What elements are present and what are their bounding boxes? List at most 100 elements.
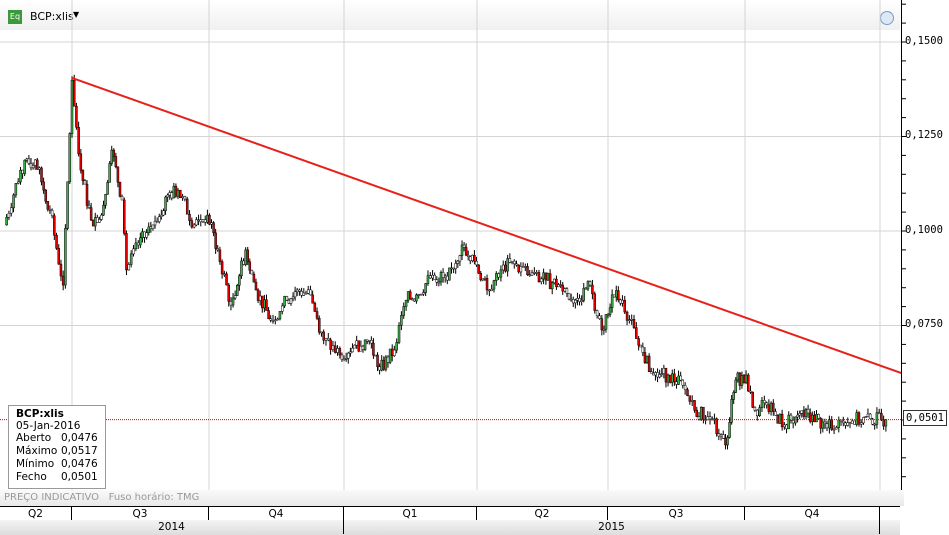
candle-body — [765, 402, 768, 406]
caret-down-icon[interactable]: ▼ — [73, 10, 80, 19]
candle-body — [630, 319, 633, 321]
candle-body — [546, 273, 550, 281]
candle-body — [172, 185, 176, 199]
candle-body — [580, 300, 583, 302]
candle-body — [499, 269, 503, 278]
quarter-label: Q4 — [209, 507, 344, 521]
candle-body — [134, 242, 138, 250]
candle-body — [621, 299, 624, 304]
info-value: 0,0501 — [61, 471, 98, 483]
candle-body — [210, 222, 213, 225]
candle-body — [397, 325, 401, 343]
candle-body — [19, 169, 22, 183]
candle-body — [643, 352, 647, 363]
candle-body — [242, 260, 245, 265]
candle-body — [145, 232, 148, 238]
candle-body — [153, 220, 157, 226]
candle-body — [550, 282, 554, 290]
candle-body — [158, 216, 161, 222]
candle-body — [233, 295, 237, 299]
candle-body — [454, 263, 457, 269]
candle-body — [769, 402, 773, 412]
candle-body — [688, 395, 692, 402]
candle-body — [780, 413, 784, 428]
candle-body — [859, 422, 863, 425]
candle-body — [254, 281, 258, 291]
year-axis: 2014 2015 — [0, 520, 900, 535]
candle-body — [742, 375, 746, 383]
candle-body — [548, 273, 552, 290]
candle-body — [540, 278, 543, 282]
candle-body — [166, 194, 169, 198]
candle-body — [336, 348, 339, 353]
candle-body — [91, 219, 95, 227]
info-value: 0,0476 — [61, 432, 98, 444]
candle-body — [411, 298, 414, 301]
candle-body — [395, 342, 398, 351]
quarter-label: Q2 — [477, 507, 608, 521]
candle-body — [880, 413, 883, 421]
candle-body — [413, 298, 416, 302]
candle-body — [515, 263, 518, 266]
candle-body — [811, 414, 814, 422]
candle-body — [100, 214, 103, 220]
candle-body — [250, 269, 254, 275]
candle-body — [813, 414, 816, 423]
candle-body — [850, 420, 854, 424]
candle-body — [652, 372, 655, 376]
candle-body — [717, 433, 721, 437]
candle-body — [136, 242, 140, 246]
candle-body — [256, 289, 260, 301]
candle-body — [882, 419, 885, 427]
candle-body — [732, 392, 735, 400]
candle-body — [203, 219, 207, 223]
candle-body — [98, 219, 101, 223]
candle-body — [132, 248, 135, 255]
candle-body — [673, 373, 676, 382]
candle-body — [429, 275, 432, 279]
candle-body — [535, 272, 538, 274]
candle-body — [212, 222, 215, 234]
candle-body — [333, 345, 337, 353]
candle-body — [738, 372, 742, 386]
candle-body — [192, 224, 196, 228]
candle-body — [309, 289, 312, 296]
candle-body — [306, 289, 310, 294]
candle-body — [218, 249, 222, 262]
candle-body — [595, 310, 599, 317]
candle-body — [456, 260, 460, 264]
candle-body — [477, 264, 480, 274]
candle-body — [112, 149, 116, 157]
candle-body — [639, 344, 642, 348]
candle-body — [488, 289, 491, 292]
info-label: Aberto — [16, 432, 52, 444]
candle-body — [143, 231, 146, 238]
candle-body — [619, 299, 622, 304]
candle-body — [216, 248, 219, 251]
candle-body — [129, 253, 133, 265]
candle-body — [730, 399, 733, 423]
candle-body — [660, 373, 664, 375]
candle-body — [274, 319, 277, 322]
candle-body — [830, 419, 833, 430]
candle-body — [77, 127, 80, 155]
quarter-label: Q2 — [0, 507, 72, 521]
candle-body — [283, 296, 286, 307]
candle-body — [179, 189, 182, 198]
candle-body — [747, 374, 750, 392]
candle-body — [817, 414, 820, 419]
candle-body — [697, 416, 701, 420]
last-price-label: 0,0501 — [903, 410, 947, 426]
candle-body — [466, 254, 470, 257]
candle-body — [44, 189, 47, 202]
candle-body — [25, 158, 29, 161]
candle-body — [528, 274, 531, 277]
trend-line — [71, 76, 901, 375]
candle-body — [431, 274, 434, 279]
symbol-selector[interactable]: BCP:xlis — [30, 10, 74, 23]
candle-body — [828, 419, 831, 429]
candle-body — [426, 275, 430, 284]
candle-body — [537, 272, 541, 282]
candle-body — [231, 297, 235, 306]
candle-body — [635, 327, 638, 339]
